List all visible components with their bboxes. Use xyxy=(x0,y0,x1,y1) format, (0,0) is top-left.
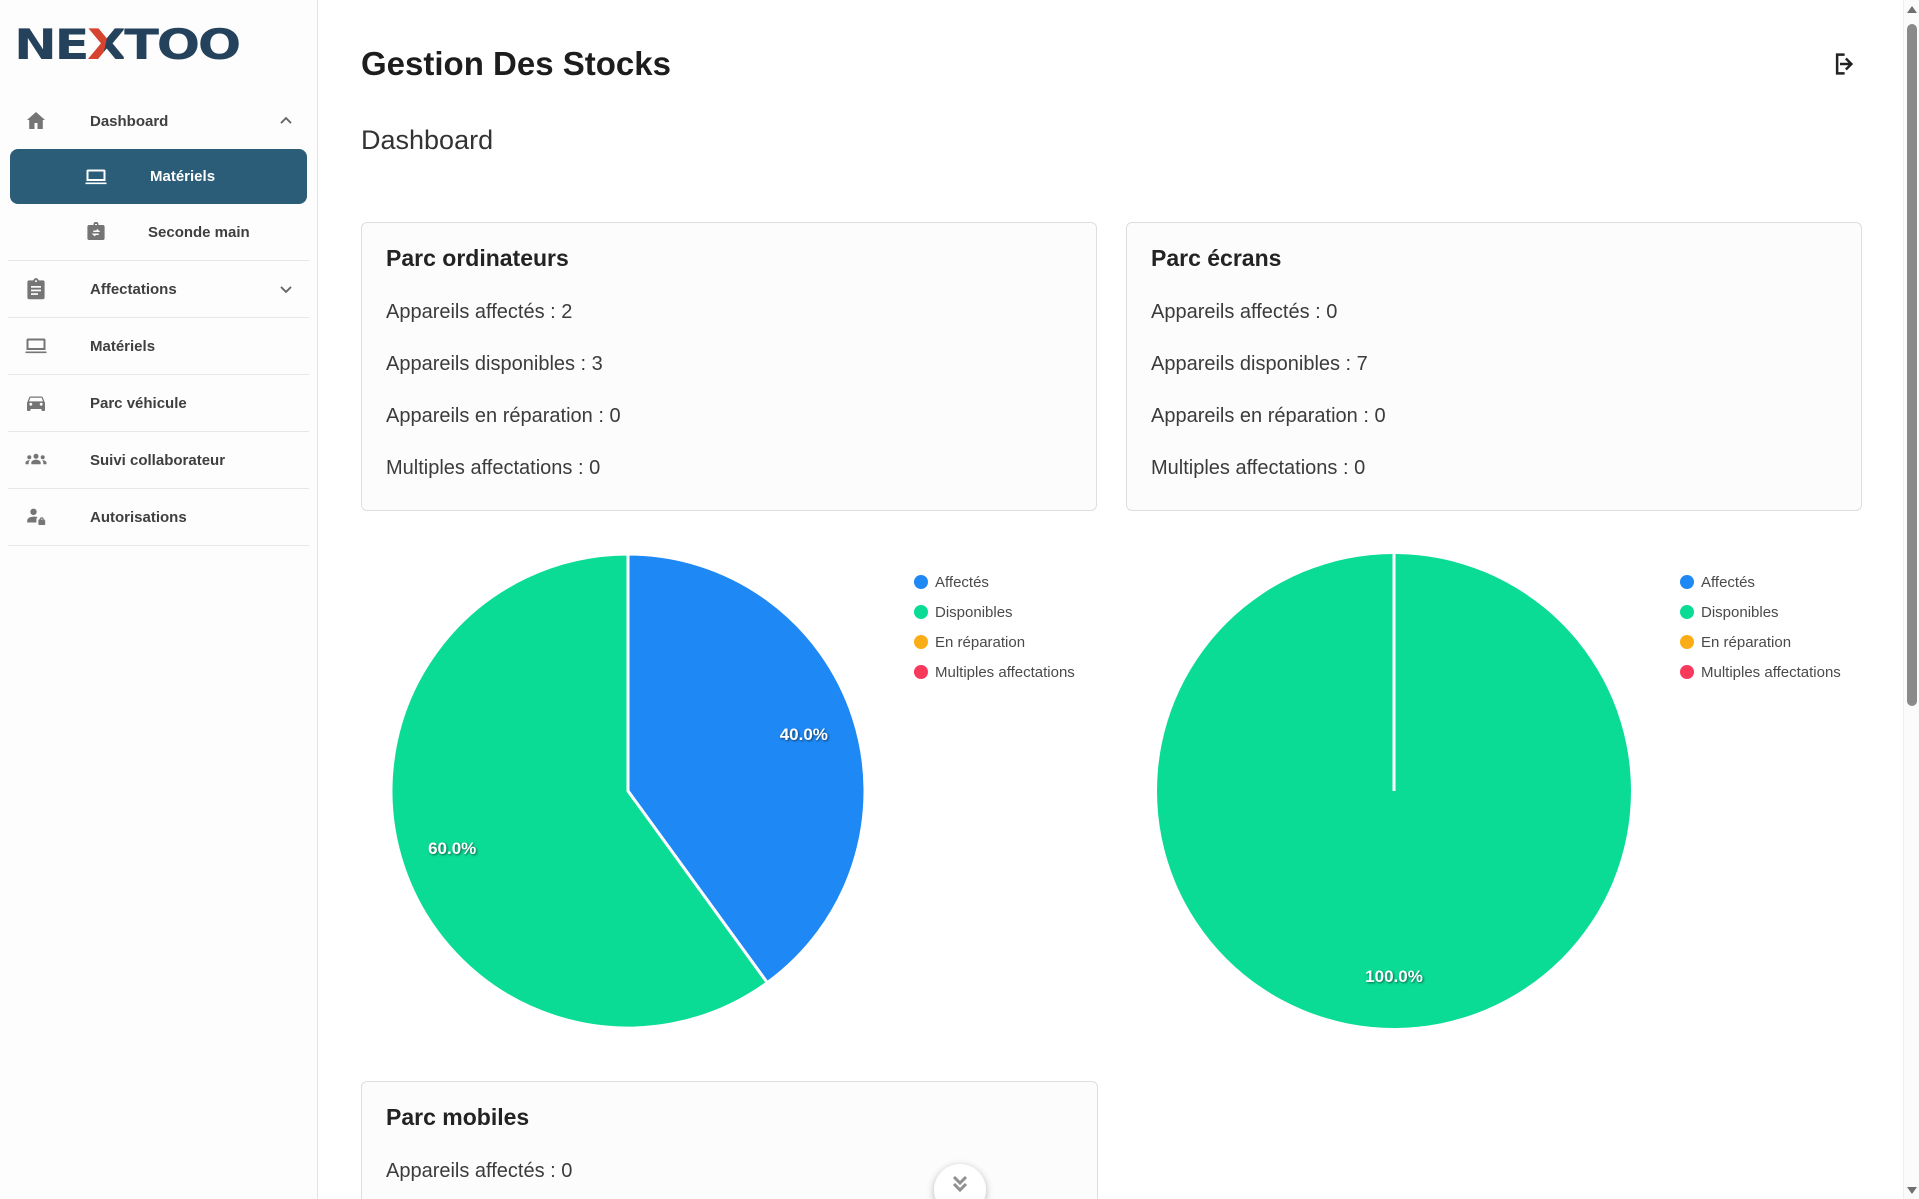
legend-ecrans: Affectés Disponibles En réparation Multiple… xyxy=(1680,567,1841,1031)
people-group-icon xyxy=(24,448,48,472)
legend-dot xyxy=(914,665,928,679)
vertical-scrollbar[interactable] xyxy=(1903,0,1919,1199)
sidebar-nav: Dashboard Matériels Seconde main Affecta… xyxy=(0,95,317,546)
stat-multiples-affectations: Multiples affectations : 0 xyxy=(386,457,601,479)
stat-appareils-disponibles: Appareils disponibles : 7 xyxy=(1151,353,1368,375)
sidebar-item-parc-vehicule[interactable]: Parc véhicule xyxy=(0,377,317,429)
section-subtitle: Dashboard xyxy=(361,125,494,155)
card-title: Parc mobiles xyxy=(386,1104,530,1130)
legend-dot xyxy=(1680,665,1694,679)
sidebar-item-dashboard[interactable]: Dashboard xyxy=(0,95,317,147)
briefcase-swap-icon xyxy=(84,220,108,244)
stat-appareils-disponibles: Appareils disponibles : 3 xyxy=(386,353,603,375)
stat-appareils-affectes: Appareils affectés : 0 xyxy=(386,1160,573,1182)
legend-item: Affectés xyxy=(914,567,1075,597)
nextoo-logo: NEXTOO xyxy=(14,20,384,69)
legend-ordinateurs: Affectés Disponibles En réparation Multiple… xyxy=(914,567,1075,1031)
sidebar-item-label: Suivi collaborateur xyxy=(90,451,226,469)
scrollbar-up-arrow[interactable] xyxy=(1906,6,1917,13)
laptop-icon xyxy=(24,334,48,358)
stat-appareils-reparation: Appareils en réparation : 0 xyxy=(386,405,621,427)
legend-item: Multiples affectations xyxy=(914,657,1075,687)
legend-label: Disponibles xyxy=(1701,603,1779,621)
sidebar-item-affectations[interactable]: Affectations xyxy=(0,263,317,315)
card-parc-ecrans: Parc écrans Appareils affectés : 0 Appar… xyxy=(1126,222,1862,511)
legend-dot xyxy=(914,605,928,619)
legend-item: Affectés xyxy=(1680,567,1841,597)
home-icon xyxy=(24,109,48,133)
sidebar-item-label: Affectations xyxy=(90,280,177,298)
sidebar-item-seconde-main[interactable]: Seconde main xyxy=(0,206,317,258)
sidebar-item-materiels[interactable]: Matériels xyxy=(0,320,317,372)
scrollbar-down-arrow[interactable] xyxy=(1907,1187,1917,1194)
car-icon xyxy=(24,391,48,415)
legend-label: Disponibles xyxy=(935,603,1013,621)
legend-item: En réparation xyxy=(914,627,1075,657)
chart-group-ecrans: 100.0% Affectés Disponibles En réparation M… xyxy=(1127,551,1864,1031)
sidebar-divider xyxy=(8,317,309,318)
clipboard-icon xyxy=(24,277,48,301)
sidebar-item-label: Seconde main xyxy=(148,223,250,241)
sidebar-item-label: Autorisations xyxy=(90,508,187,526)
legend-item: Multiples affectations xyxy=(1680,657,1841,687)
sidebar-divider xyxy=(8,431,309,432)
legend-label: En réparation xyxy=(935,633,1026,651)
sidebar-item-materiels-active[interactable]: Matériels xyxy=(10,149,307,204)
legend-label: En réparation xyxy=(1701,633,1792,651)
sidebar-item-suivi-collaborateur[interactable]: Suivi collaborateur xyxy=(0,434,317,486)
card-parc-ordinateurs: Parc ordinateurs Appareils affectés : 2 … xyxy=(361,222,1097,511)
scroll-down-button[interactable] xyxy=(934,1164,986,1199)
person-lock-icon xyxy=(24,505,48,529)
sidebar-item-autorisations[interactable]: Autorisations xyxy=(0,491,317,543)
pie-chart-ordinateurs: 40.0% 60.0% xyxy=(388,551,868,1031)
stat-appareils-reparation: Appareils en réparation : 0 xyxy=(1151,405,1386,427)
legend-dot xyxy=(914,635,928,649)
stat-appareils-affectes: Appareils affectés : 0 xyxy=(1151,301,1338,323)
pie-slice-label: 60.0% xyxy=(428,839,476,858)
card-title: Parc écrans xyxy=(1151,245,1282,271)
sidebar-item-label: Matériels xyxy=(90,337,156,355)
legend-label: Multiples affectations xyxy=(1701,663,1841,681)
sidebar-item-label: Parc véhicule xyxy=(90,394,187,412)
legend-dot xyxy=(1680,575,1694,589)
laptop-icon xyxy=(84,165,108,189)
chevron-down-icon[interactable] xyxy=(276,279,296,299)
legend-dot xyxy=(1680,635,1694,649)
logo-text-right: TOO xyxy=(124,20,241,69)
legend-label: Affectés xyxy=(1701,573,1755,591)
pie-chart-ecrans: 100.0% xyxy=(1154,551,1634,1031)
legend-item: En réparation xyxy=(1680,627,1841,657)
sidebar-divider xyxy=(8,260,309,261)
sidebar-divider xyxy=(8,374,309,375)
legend-label: Multiples affectations xyxy=(935,663,1075,681)
logo-x-glyph: X xyxy=(87,20,127,69)
pie-slice-label: 40.0% xyxy=(780,725,828,744)
stat-multiples-affectations: Multiples affectations : 0 xyxy=(1151,457,1366,479)
sidebar-item-label: Matériels xyxy=(150,168,216,185)
sidebar: NEXTOO Dashboard Matériels Seconde main xyxy=(0,0,318,1199)
card-parc-mobiles: Parc mobiles Appareils affectés : 0 xyxy=(361,1081,1098,1199)
logout-icon[interactable] xyxy=(1826,46,1862,82)
sidebar-divider xyxy=(8,488,309,489)
legend-dot xyxy=(1680,605,1694,619)
stat-appareils-affectes: Appareils affectés : 2 xyxy=(386,301,573,323)
legend-label: Affectés xyxy=(935,573,989,591)
chart-group-ordinateurs: 40.0% 60.0% Affectés Disponibles En réparat… xyxy=(361,551,1098,1031)
legend-dot xyxy=(914,575,928,589)
logo-text-left: NE xyxy=(14,20,89,69)
legend-item: Disponibles xyxy=(1680,597,1841,627)
scrollbar-thumb[interactable] xyxy=(1907,24,1917,706)
sidebar-divider xyxy=(8,545,309,546)
legend-item: Disponibles xyxy=(914,597,1075,627)
sidebar-item-label: Dashboard xyxy=(90,112,169,130)
card-title: Parc ordinateurs xyxy=(386,245,569,271)
page-title: Gestion Des Stocks xyxy=(361,45,671,82)
pie-slice-label: 100.0% xyxy=(1365,967,1423,986)
chevron-up-icon[interactable] xyxy=(276,111,296,131)
main-content: Gestion Des Stocks Dashboard Parc ordina… xyxy=(319,45,1919,1199)
